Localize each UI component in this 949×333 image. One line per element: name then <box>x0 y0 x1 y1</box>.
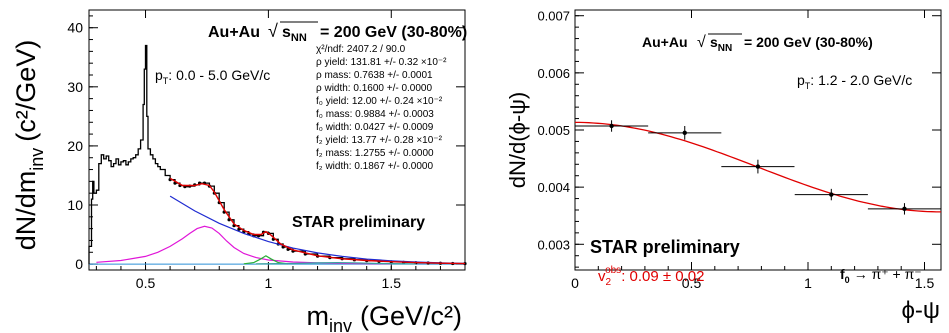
fit-result-line: f₂ yield: 13.77 +/- 0.28 ×10⁻² <box>316 135 443 146</box>
left-x-tick-label: 1 <box>265 275 273 291</box>
left-preliminary-label: STAR preliminary <box>292 214 425 231</box>
right-y-tick-label: 0.006 <box>537 66 570 81</box>
right-panel: 0 0.5 1 1.5 0.003 0.004 0.005 0.006 0.007 dN/d(ϕ… <box>505 9 942 324</box>
left-x-tick-label: 1.5 <box>382 275 402 291</box>
fit-result-line: ρ mass: 0.7638 +/- 0.0001 <box>316 70 433 81</box>
fit-result-line: f₂ width: 0.1867 +/- 0.0000 <box>316 161 433 172</box>
right-energy-label: √ sNN = 200 GeV (30-80%) <box>697 33 873 54</box>
right-y-tick-label: 0.003 <box>537 237 570 252</box>
data-point <box>902 206 907 212</box>
left-y-tick-label: 10 <box>67 197 83 213</box>
right-y-tick-label: 0.007 <box>537 9 570 24</box>
data-point <box>755 164 761 169</box>
left-plot-frame <box>88 9 466 271</box>
f2-component-line <box>256 261 416 265</box>
fit-result-line: f₀ yield: 12.00 +/- 0.24 ×10⁻² <box>316 96 443 107</box>
left-panel: 0.5 1 1.5 0 10 20 30 40 dN/dminv(c²/GeV) minv (G… <box>11 9 467 333</box>
right-axes: 0 0.5 1 1.5 0.003 0.004 0.005 0.006 0.007 <box>537 9 941 291</box>
right-x-tick-label: 1 <box>804 275 812 291</box>
data-point <box>829 192 834 197</box>
right-x-tick-label: 0.5 <box>682 275 702 291</box>
left-system-label: Au+Au <box>208 24 260 41</box>
right-y-tick-label: 0.004 <box>537 180 570 195</box>
f0-component-line <box>243 255 289 265</box>
left-x-axis-label: minv (GeV/c²) <box>306 301 462 333</box>
left-pt-label: pT: 0.0 - 5.0 GeV/c <box>155 67 270 86</box>
svg-text:√: √ <box>697 34 706 51</box>
total-fit-line <box>169 177 466 265</box>
data-point <box>682 130 687 136</box>
right-plot-frame <box>574 9 942 271</box>
left-y-tick-label: 0 <box>75 256 83 272</box>
svg-text:= 200 GeV (30-80%): = 200 GeV (30-80%) <box>320 24 467 41</box>
data-point <box>463 262 467 266</box>
fit-result-line: χ²/ndf: 2407.2 / 90.0 <box>316 44 406 55</box>
fit-result-line: ρ yield: 131.81 +/- 0.32 ×10⁻² <box>316 57 447 68</box>
fit-results-box: χ²/ndf: 2407.2 / 90.0 ρ yield: 131.81 +/-… <box>316 44 447 172</box>
left-energy-label: √ sNN = 200 GeV (30-80%) <box>268 21 467 44</box>
svg-text:sNN: sNN <box>282 24 307 44</box>
fit-result-line: f₂ mass: 1.2755 +/- 0.0000 <box>316 148 434 159</box>
data-point <box>609 123 614 129</box>
svg-text:sNN: sNN <box>710 34 732 54</box>
right-pt-label: pT: 1.2 - 2.0 GeV/c <box>797 72 912 91</box>
left-y-tick-label: 20 <box>67 138 83 154</box>
left-x-tick-label: 0.5 <box>136 275 156 291</box>
left-y-tick-label: 40 <box>67 20 83 36</box>
fit-result-line: f₀ mass: 0.9884 +/- 0.0003 <box>316 109 434 120</box>
right-v2-label: v2obs: 0.09 ± 0.02 <box>598 265 704 288</box>
right-x-axis-label: ϕ-ψ <box>901 297 940 324</box>
left-y-axis-label: dN/dminv(c²/GeV) <box>11 40 47 251</box>
svg-text:√: √ <box>268 21 278 41</box>
left-data-marks <box>88 44 467 266</box>
svg-text:= 200 GeV (30-80%): = 200 GeV (30-80%) <box>744 34 873 50</box>
left-axes: 0.5 1 1.5 0 10 20 30 40 <box>67 10 465 291</box>
fit-result-line: f₀ width: 0.0427 +/- 0.0009 <box>316 122 434 133</box>
right-decay-label: f0 → π⁺ + π⁻ <box>840 266 922 285</box>
right-y-tick-label: 0.005 <box>537 123 570 138</box>
right-preliminary-label: STAR preliminary <box>590 237 740 257</box>
left-y-tick-label: 30 <box>67 79 83 95</box>
right-y-axis-label: dN/d(ϕ-ψ) <box>505 92 530 188</box>
fit-result-line: ρ width: 0.1600 +/- 0.0000 <box>316 83 432 94</box>
right-system-label: Au+Au <box>642 34 688 50</box>
right-data-marks <box>575 120 942 215</box>
right-x-tick-label: 0 <box>571 275 579 291</box>
right-x-tick-label: 1.5 <box>915 275 935 291</box>
